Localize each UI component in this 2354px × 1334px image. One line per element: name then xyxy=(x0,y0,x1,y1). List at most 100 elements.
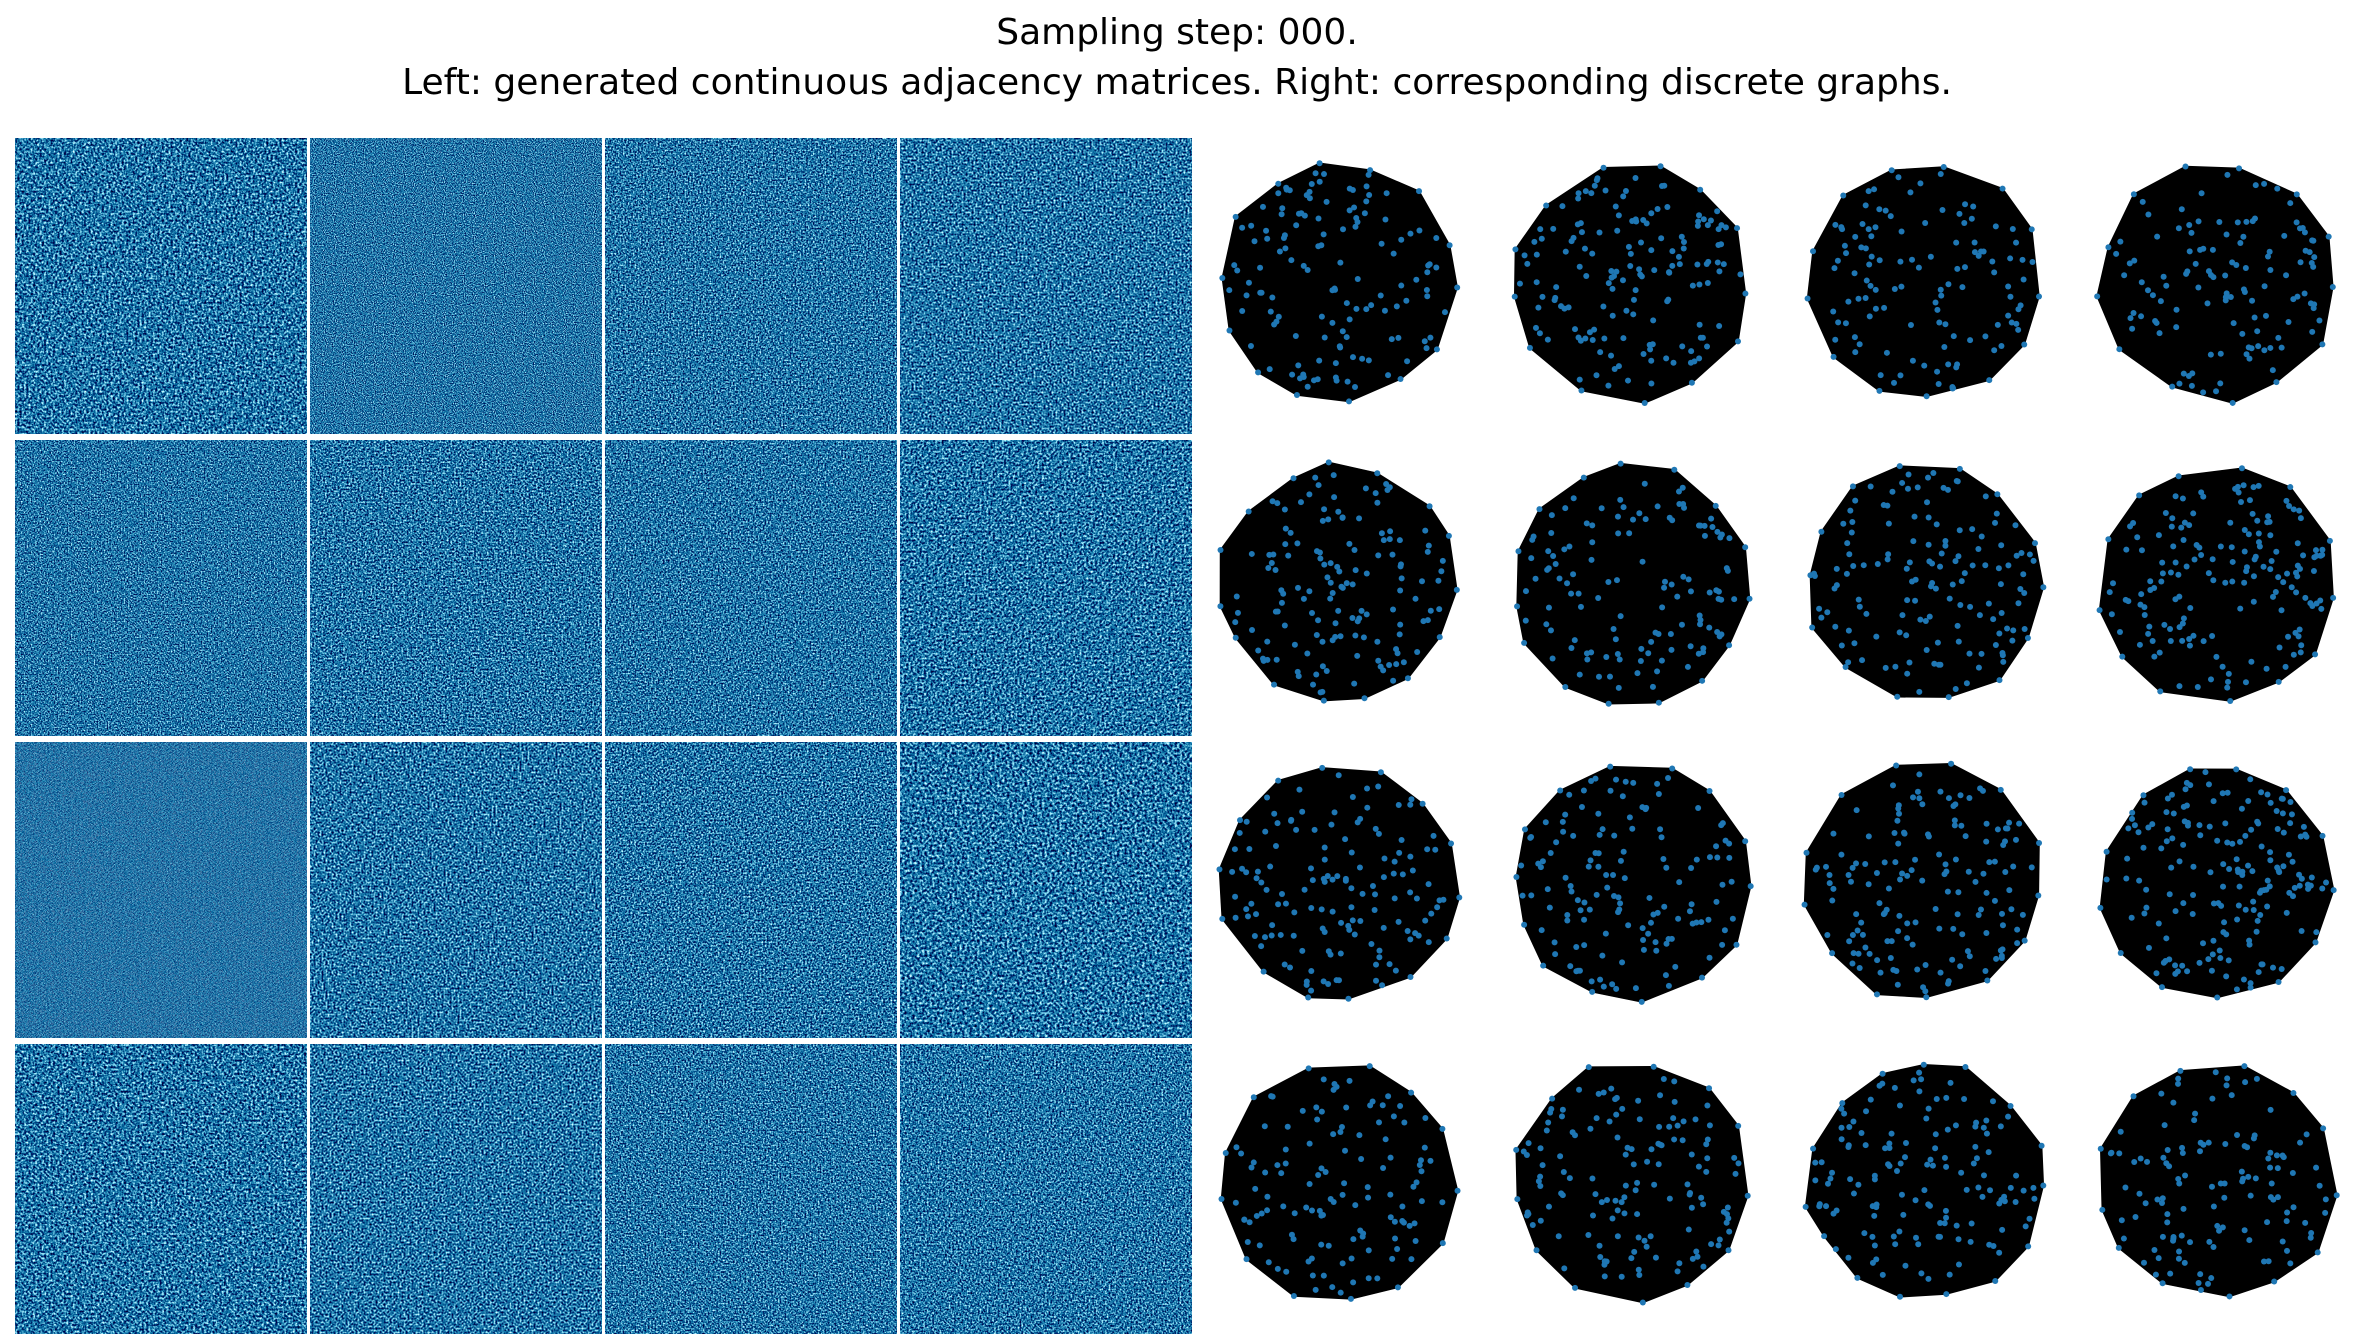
graph-node xyxy=(1658,235,1665,242)
graph-node xyxy=(1552,951,1559,958)
graph-node xyxy=(1390,1113,1397,1120)
graph-node xyxy=(1521,639,1528,646)
graph-node xyxy=(1250,1159,1257,1166)
graph-node xyxy=(2163,935,2170,942)
graph-node xyxy=(1656,1123,1663,1130)
graph-node xyxy=(2325,233,2332,240)
graph-node xyxy=(1906,659,1913,666)
graph-node xyxy=(1654,909,1661,916)
graph-node xyxy=(1922,617,1929,624)
graph-node xyxy=(1810,248,1817,255)
graph-node xyxy=(1840,520,1847,527)
graph-node xyxy=(1545,548,1552,555)
graph-node xyxy=(2138,313,2145,320)
graph-node xyxy=(1829,950,1836,957)
graph-node xyxy=(1582,335,1589,342)
graph-node xyxy=(1321,561,1328,568)
graph-node xyxy=(1614,513,1621,520)
graph-node xyxy=(2006,819,2013,826)
graph-node xyxy=(2099,1206,2106,1213)
graph-node xyxy=(1581,916,1588,923)
graph-node xyxy=(1349,581,1356,588)
graph-node xyxy=(2241,548,2248,555)
graph-node xyxy=(1894,817,1901,824)
graph-node xyxy=(1713,898,1720,905)
graph-node xyxy=(2250,484,2257,491)
graph-node xyxy=(2008,906,2015,913)
graph-node xyxy=(1303,1204,1310,1211)
graph-node xyxy=(1416,1161,1423,1168)
graph-node xyxy=(2273,379,2280,386)
graph-node xyxy=(1704,279,1711,286)
graph-node xyxy=(2319,832,2326,839)
graph-node xyxy=(2128,914,2135,921)
graph-node xyxy=(1397,561,1404,568)
graph-node xyxy=(2240,1175,2247,1182)
graph-node xyxy=(2025,1243,2032,1250)
graph-node xyxy=(1372,891,1379,898)
adjacency-heatmap xyxy=(310,742,602,1038)
graph-node xyxy=(1280,1203,1287,1210)
graph-node xyxy=(1912,576,1919,583)
graph-node xyxy=(1299,808,1306,815)
graph-node xyxy=(2149,821,2156,828)
graph-node xyxy=(1986,377,1993,384)
graph-node xyxy=(1868,253,1875,260)
graph-node xyxy=(1439,557,1446,564)
graph-node xyxy=(1397,376,1404,383)
graph-node xyxy=(1993,510,2000,517)
graph-node xyxy=(1983,838,1990,845)
graph-edge xyxy=(1229,163,1320,331)
graph-node xyxy=(2292,629,2299,636)
graph-node xyxy=(2200,389,2207,396)
graph-node xyxy=(1372,490,1379,497)
graph-edge xyxy=(1221,1190,1458,1200)
graph-node xyxy=(1433,264,1440,271)
graph-node xyxy=(1944,888,1951,895)
graph-node xyxy=(2013,239,2020,246)
graph-node xyxy=(1269,498,1276,505)
graph-node xyxy=(2264,903,2271,910)
graph-node xyxy=(2186,636,2193,643)
graph-node xyxy=(1882,1145,1889,1152)
graph-node xyxy=(1292,332,1299,339)
graph-node xyxy=(1576,1086,1583,1093)
graph-node xyxy=(1396,537,1403,544)
graph-node xyxy=(2010,863,2017,870)
graph-node xyxy=(2250,573,2257,580)
graph-node xyxy=(1634,670,1641,677)
graph-node xyxy=(1887,955,1894,962)
graph-edge xyxy=(1811,493,1998,628)
graph-node xyxy=(1621,875,1628,882)
graph-node xyxy=(1873,633,1880,640)
graph-node xyxy=(1716,323,1723,330)
graph-node xyxy=(1562,248,1569,255)
graph-node xyxy=(2158,578,2165,585)
graph-node xyxy=(1243,869,1250,876)
graph-node xyxy=(1858,1130,1865,1137)
graph-node xyxy=(2283,272,2290,279)
graph-node xyxy=(1858,919,1865,926)
graph-edge xyxy=(1222,918,1447,939)
graph-node xyxy=(1680,245,1687,252)
graph-node xyxy=(1948,760,1955,767)
graph-node xyxy=(1624,377,1631,384)
graph-node xyxy=(2141,799,2148,806)
graph-edge xyxy=(2296,194,2330,237)
graph-node xyxy=(1700,1263,1707,1270)
graph-edge xyxy=(1565,598,1750,688)
graph-node xyxy=(2242,832,2249,839)
graph-node xyxy=(2259,961,2266,968)
graph-node xyxy=(1632,985,1639,992)
graph-edge xyxy=(1671,768,1703,978)
graph-node xyxy=(2205,570,2212,577)
graph-node xyxy=(2176,380,2183,387)
graph-node xyxy=(1309,1207,1316,1214)
graph-node xyxy=(1967,603,1974,610)
graph-node xyxy=(1626,530,1633,537)
graph-node xyxy=(2183,270,2190,277)
graph-edge xyxy=(1516,829,1526,878)
graph-node xyxy=(1991,269,1998,276)
graph-node xyxy=(1392,1235,1399,1242)
graph-node xyxy=(1647,1233,1654,1240)
